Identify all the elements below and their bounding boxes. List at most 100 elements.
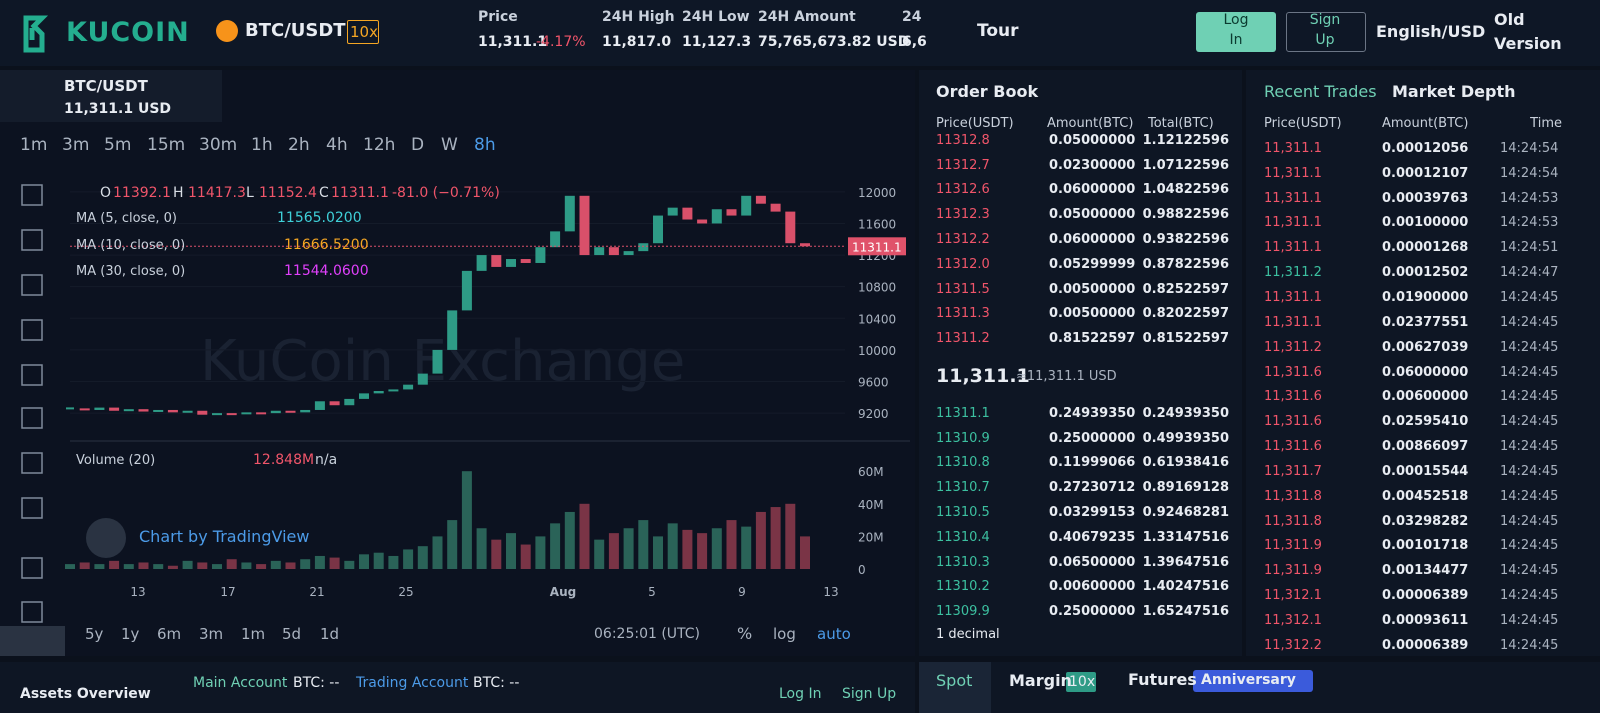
interval[interactable]: 15m <box>147 134 186 155</box>
ob-price: 11310.3 <box>936 554 990 570</box>
range[interactable]: 1y <box>121 624 140 643</box>
volume-bar <box>711 528 722 569</box>
collapse-button[interactable] <box>0 626 65 656</box>
signup-text[interactable]: Sign Up <box>1309 12 1341 48</box>
futures-tab[interactable]: Futures <box>1128 670 1197 690</box>
x-tick-label: 25 <box>398 585 414 600</box>
interval[interactable]: 1m <box>20 134 48 155</box>
margin-tab[interactable]: Margin <box>1009 671 1072 691</box>
range[interactable]: 5y <box>85 624 104 643</box>
depth-tab[interactable]: Market Depth <box>1392 82 1516 102</box>
interval[interactable]: 5m <box>104 134 132 155</box>
clock: 06:25:01 (UTC) <box>594 626 701 643</box>
interval[interactable]: 4h <box>326 134 348 155</box>
logo-mark <box>23 15 49 53</box>
ohlc-legend: O <box>100 185 112 202</box>
range[interactable]: 5d <box>282 624 302 643</box>
trade-price: 11,311.9 <box>1264 563 1322 579</box>
trade-price: 11,311.1 <box>1264 240 1322 256</box>
main-account[interactable]: Main Account <box>193 675 288 692</box>
ob-price: 11311.1 <box>936 405 990 421</box>
last-price: 11,311.1 <box>936 364 1030 387</box>
ob-total: 0.89169128 <box>1142 480 1229 496</box>
spot-tab[interactable]: Spot <box>936 671 973 691</box>
volume-bar <box>197 562 208 569</box>
range[interactable]: 1m <box>241 624 266 643</box>
login-button[interactable] <box>1196 12 1276 52</box>
ob-amount: 0.81522597 <box>1049 331 1136 347</box>
old-version[interactable]: Old Version <box>1494 10 1562 53</box>
tool-icon <box>21 184 43 206</box>
ob-total: 1.04822596 <box>1142 182 1229 198</box>
candle <box>726 209 737 216</box>
interval[interactable]: 8h <box>474 134 496 155</box>
candle <box>285 410 296 413</box>
trades-tab[interactable]: Recent Trades <box>1264 82 1377 102</box>
ob-price: 11310.7 <box>936 480 990 496</box>
stat-label: Price <box>478 9 518 26</box>
interval[interactable]: 30m <box>199 134 238 155</box>
interval[interactable]: 12h <box>363 134 396 155</box>
range[interactable]: 6m <box>157 624 182 643</box>
volume-na: n/a <box>315 452 338 469</box>
ob-price: 11309.9 <box>936 604 990 620</box>
trade-time: 14:24:47 <box>1500 265 1559 281</box>
volume-bar <box>461 471 472 569</box>
interval[interactable]: 3m <box>62 134 90 155</box>
trade-time: 14:24:53 <box>1500 190 1559 206</box>
main-btc: BTC: -- <box>293 675 340 692</box>
signup-button[interactable] <box>1286 12 1366 52</box>
tool-icon <box>21 274 43 296</box>
candle <box>182 410 193 413</box>
candle <box>800 243 810 247</box>
trade-amount: 0.00006389 <box>1382 588 1469 604</box>
trade-time: 14:24:45 <box>1500 339 1559 355</box>
pair: BTC/USDT <box>245 20 346 42</box>
login-text[interactable]: Log In <box>1223 12 1249 48</box>
volume-bar <box>682 529 693 569</box>
top-bar <box>0 0 1600 66</box>
tradingview[interactable]: Chart by TradingView <box>139 527 310 547</box>
trade-price: 11,312.2 <box>1264 637 1322 653</box>
footer-login[interactable]: Log In <box>779 686 822 703</box>
ob-total: 0.24939350 <box>1142 405 1229 421</box>
percent-toggle[interactable]: % <box>737 624 753 644</box>
trade-price: 11,312.1 <box>1264 613 1322 628</box>
stat-value: 6,6 <box>902 34 927 51</box>
assets-overview[interactable]: Assets Overview <box>20 686 151 703</box>
volume-bar <box>594 539 605 569</box>
ob-amount: 0.00600000 <box>1049 579 1136 595</box>
volume-bar <box>138 562 149 569</box>
range[interactable]: 1d <box>320 624 340 643</box>
language[interactable]: English/USD <box>1376 22 1486 42</box>
volume-bar <box>153 564 164 569</box>
candle <box>256 412 267 415</box>
ob-amount: 0.40679235 <box>1049 529 1136 545</box>
trades-header: Time <box>1530 115 1562 131</box>
auto-toggle[interactable]: auto <box>817 624 851 643</box>
candle <box>623 251 634 256</box>
volume-bar <box>403 549 414 569</box>
interval[interactable]: W <box>441 134 458 155</box>
ob-total: 1.07122596 <box>1142 157 1229 173</box>
range[interactable]: 3m <box>199 624 224 643</box>
footer-signup[interactable]: Sign Up <box>842 686 897 703</box>
trading-account[interactable]: Trading Account <box>356 675 469 692</box>
decimal-select[interactable]: 1 decimal <box>936 626 1000 642</box>
trade-amount: 0.02377551 <box>1382 314 1469 330</box>
candle <box>432 349 443 374</box>
trade-time: 14:24:45 <box>1500 637 1559 653</box>
candle <box>123 409 134 412</box>
volume-bar <box>476 528 487 569</box>
trade-time: 14:24:45 <box>1500 463 1559 479</box>
watermark: KuCoin Exchange <box>200 329 685 394</box>
trade-amount: 0.00100000 <box>1382 215 1469 231</box>
interval[interactable]: 2h <box>288 134 310 155</box>
volume-bar <box>800 536 810 569</box>
interval[interactable]: 1h <box>251 134 273 155</box>
stat-change: -4.17% <box>536 34 586 51</box>
log-toggle[interactable]: log <box>773 624 796 643</box>
interval[interactable]: D <box>411 134 425 155</box>
candle <box>109 407 120 411</box>
tour-link[interactable]: Tour <box>977 20 1019 41</box>
